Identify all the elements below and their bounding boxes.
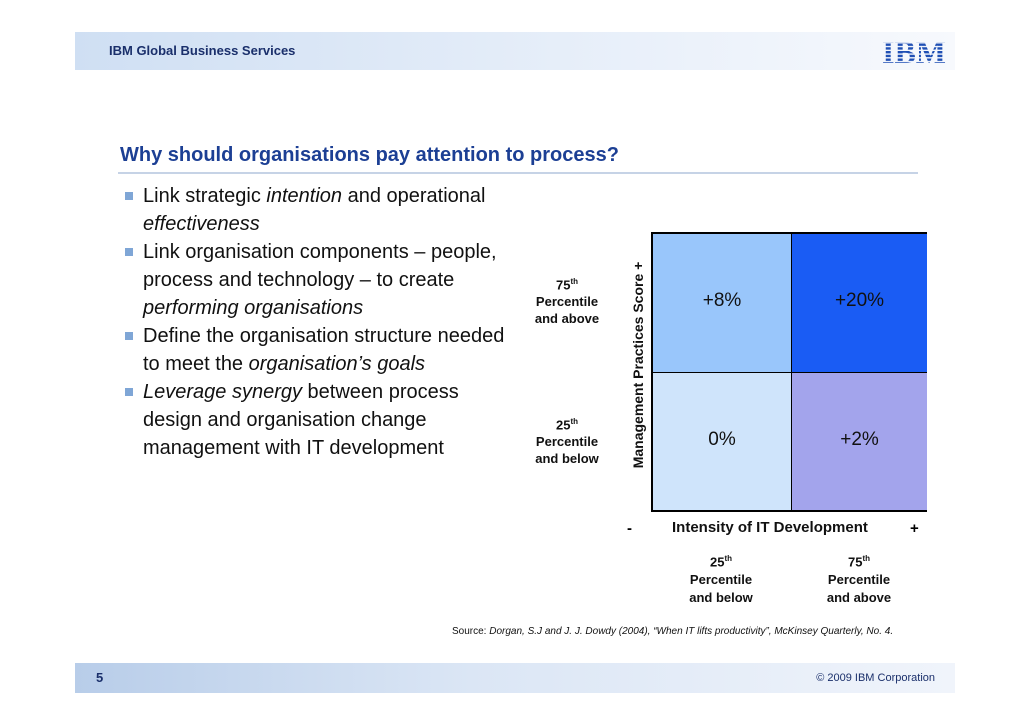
bullet-text: Link strategic — [143, 185, 267, 207]
x-label-right-num: 75 — [847, 554, 863, 570]
y-label-top-line3: and above — [534, 311, 600, 327]
x-label-left: 25th Percentile and below — [676, 550, 766, 607]
quadrant-matrix: +8% +20% 0% +2% — [651, 232, 927, 512]
x-label-right: 75th Percentile and above — [814, 550, 904, 607]
ibm-logo: IBM — [882, 36, 946, 66]
bullet-text: between process design and organisation … — [143, 381, 459, 459]
cell-bottom-right-value: +2% — [840, 429, 879, 450]
bullet-item: Leverage synergy between process design … — [125, 378, 505, 462]
cell-top-left-value: +8% — [702, 290, 742, 311]
bullet-text: Link organisation components – people, p… — [143, 241, 497, 291]
source-text: Dorgan, S.J and J. J. Dowdy (2004), “Whe… — [489, 626, 894, 637]
cell-bottom-left: 0% — [653, 373, 792, 510]
bullet-list: Link strategic intention and operational… — [125, 182, 505, 462]
bullet-text: Define the organisation structure needed… — [143, 325, 505, 375]
bullet-item: Link organisation components – people, p… — [125, 238, 505, 322]
y-label-top: 75th Percentile and above — [528, 273, 606, 327]
cell-bottom-left-value: 0% — [708, 429, 736, 450]
y-label-bottom-line3: and below — [535, 451, 599, 467]
cell-top-right-value: +20% — [834, 290, 885, 311]
y-label-top-num: 75 — [555, 277, 571, 293]
bullet-square-icon — [125, 388, 133, 396]
y-label-bottom: 25th Percentile and below — [528, 413, 606, 467]
bullet-emphasis: effectiveness — [143, 213, 260, 235]
y-label-bottom-sup: th — [570, 417, 579, 426]
title-divider — [118, 172, 918, 174]
bullet-item: Link strategic intention and operational… — [125, 182, 505, 238]
source-prefix: Source: — [452, 626, 490, 637]
bullet-emphasis: organisation’s goals — [248, 353, 426, 375]
y-label-bottom-num: 25 — [555, 417, 571, 433]
bullet-item: Define the organisation structure needed… — [125, 322, 505, 378]
x-label-left-num: 25 — [709, 554, 725, 570]
x-axis-plus: + — [910, 520, 919, 537]
ibm-logo-text: IBM — [882, 36, 946, 66]
bullet-square-icon — [125, 332, 133, 340]
x-label-left-line3: and below — [689, 590, 753, 606]
x-label-right-line3: and above — [826, 590, 892, 606]
bullet-text: and operational — [342, 185, 486, 207]
copyright: © 2009 IBM Corporation — [816, 672, 935, 684]
x-label-right-line2: Percentile — [827, 572, 891, 588]
bullet-emphasis: performing organisations — [143, 297, 364, 319]
slide-title: Why should organisations pay attention t… — [120, 144, 619, 166]
x-axis-title: Intensity of IT Development — [672, 519, 868, 536]
bullet-square-icon — [125, 192, 133, 200]
bullet-square-icon — [125, 248, 133, 256]
footer-bar: 5 © 2009 IBM Corporation — [75, 663, 955, 693]
bullet-emphasis: intention — [266, 185, 343, 207]
y-label-top-line2: Percentile — [535, 294, 599, 310]
page-number: 5 — [96, 670, 104, 685]
cell-bottom-right: +2% — [792, 373, 927, 510]
x-axis-minus: - — [627, 520, 632, 537]
x-label-right-sup: th — [862, 554, 871, 563]
y-label-bottom-line2: Percentile — [535, 434, 599, 450]
source-citation: Source: Dorgan, S.J and J. J. Dowdy (200… — [452, 626, 893, 637]
y-axis-title-text: Management Practices Score + — [630, 261, 646, 469]
header-bar: IBM Global Business Services — [75, 32, 955, 70]
y-label-top-sup: th — [570, 277, 579, 286]
brand-name: IBM Global Business Services — [109, 43, 296, 58]
cell-top-right: +20% — [792, 234, 927, 373]
bullet-emphasis: Leverage synergy — [143, 381, 302, 403]
cell-top-left: +8% — [653, 234, 792, 373]
x-label-left-line2: Percentile — [689, 572, 753, 588]
x-label-left-sup: th — [724, 554, 733, 563]
